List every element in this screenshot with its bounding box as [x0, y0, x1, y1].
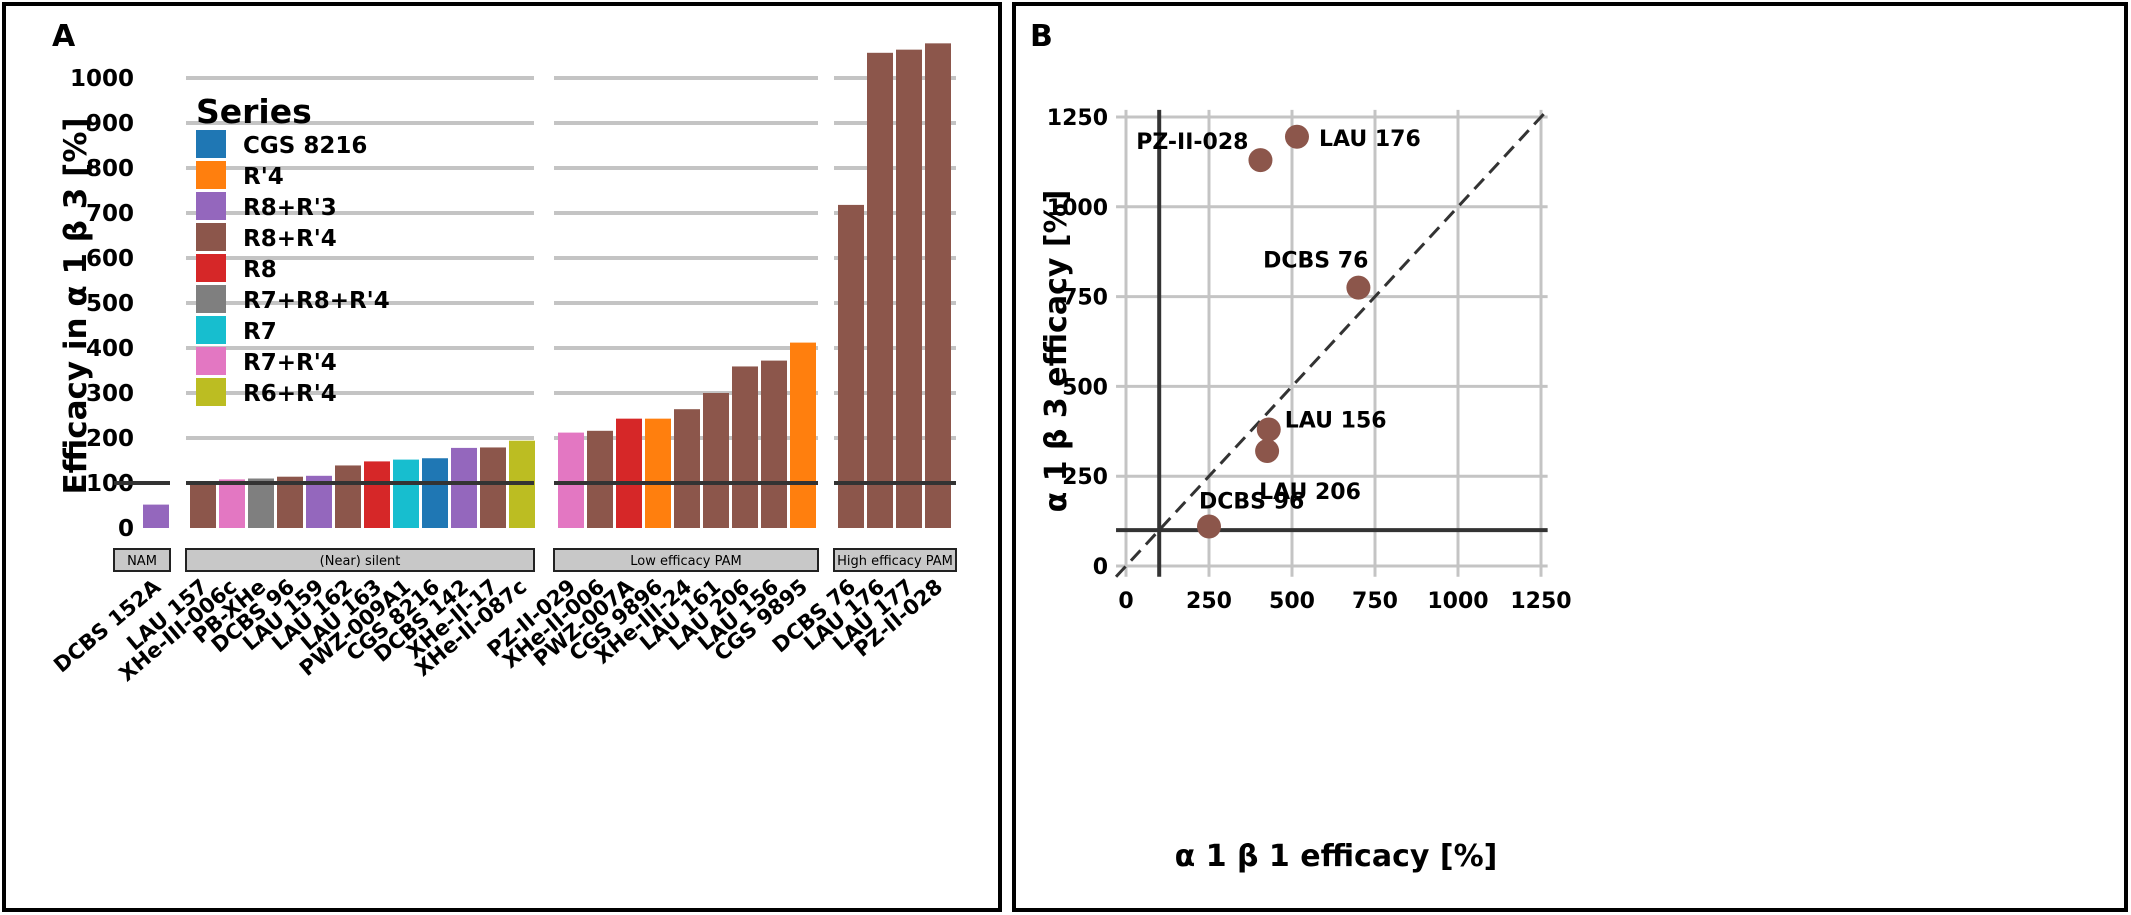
group-box [553, 548, 819, 572]
legend-swatch [196, 254, 226, 282]
group-label: NAM [127, 554, 157, 569]
legend-entry: R7+R'4 [243, 350, 337, 376]
legend-swatch [196, 192, 226, 220]
y-tick-label: 1000 [1047, 196, 1108, 221]
point-label: LAU 176 [1319, 127, 1421, 152]
panel-b: B 0 250 500 750 1000 1250 0 250 500 750 1000 1250 L… [1012, 2, 2128, 912]
diagonal-line [1114, 108, 1549, 578]
bar [335, 465, 361, 528]
legend-swatch [196, 223, 226, 251]
bar [277, 476, 303, 528]
bar [143, 504, 169, 528]
bar [867, 52, 893, 529]
y-tick-label: 500 [86, 291, 134, 317]
y-tick-label: 1000 [70, 66, 134, 92]
bar [674, 409, 700, 528]
panel-a-letter: A [52, 19, 76, 54]
group-label: High efficacy PAM [837, 554, 953, 569]
bar [925, 43, 951, 528]
legend-entry: R'4 [243, 164, 284, 190]
point-label: DCBS 96 [1199, 489, 1304, 514]
y-axis-label: α 1 β 3 efficacy [%] [1039, 190, 1074, 513]
y-tick-label: 750 [1062, 286, 1108, 311]
bar [587, 430, 613, 528]
bar [422, 458, 448, 528]
data-point [1197, 514, 1221, 539]
legend-title: Series [196, 92, 312, 131]
y-tick-label: 500 [1062, 375, 1108, 400]
y-tick-label: 200 [86, 426, 134, 452]
data-point [1256, 417, 1281, 442]
data-point [1284, 124, 1309, 149]
legend-swatch [196, 378, 226, 406]
bar [703, 393, 729, 528]
legend-entry: R8+R'3 [243, 195, 337, 221]
y-tick-label: 400 [86, 336, 134, 362]
bar [480, 447, 506, 528]
point-label: LAU 156 [1285, 409, 1387, 434]
group-box [113, 548, 171, 572]
bar [558, 432, 584, 528]
point-label: PZ-II-028 [1136, 130, 1248, 155]
legend-entry: R7 [243, 319, 277, 345]
y-tick-label: 900 [86, 111, 134, 137]
group-box [185, 548, 535, 572]
panel-a: A 0 100 200 300 400 500 600 700 800 900 1000 NAM (N… [2, 2, 1002, 912]
x-tick-label: 750 [1352, 589, 1398, 614]
bar [393, 459, 419, 528]
group-label: (Near) silent [320, 554, 401, 569]
bar [732, 366, 758, 528]
group-label: Low efficacy PAM [630, 554, 742, 569]
bar [451, 447, 477, 528]
y-tick-label: 250 [1062, 465, 1108, 490]
x-axis-label: α 1 β 1 efficacy [%] [1175, 839, 1498, 874]
legend-swatch [196, 161, 226, 189]
y-tick-label: 1250 [1047, 106, 1108, 131]
x-tick-label: 250 [1186, 589, 1232, 614]
y-tick-label: 0 [1093, 555, 1108, 580]
group-box [833, 548, 957, 572]
bar [896, 49, 922, 529]
y-tick-label: 600 [86, 246, 134, 272]
bar [219, 479, 245, 528]
data-point [1346, 275, 1371, 300]
bar [364, 461, 390, 528]
legend-entry: R7+R8+R'4 [243, 288, 390, 314]
y-tick-label: 800 [86, 156, 134, 182]
x-tick-label: 1250 [1510, 589, 1571, 614]
legend-swatch [196, 316, 226, 344]
y-tick-label: 300 [86, 381, 134, 407]
y-axis-label: Efficacy in α 1 β 3 [%] [58, 117, 94, 494]
legend-entry: R8+R'4 [243, 226, 337, 252]
scatter-chart: B 0 250 500 750 1000 1250 0 250 500 750 1000 1250 L… [1030, 19, 1572, 874]
legend-swatch [196, 347, 226, 375]
y-tick-label: 700 [86, 201, 134, 227]
legend-swatch [196, 285, 226, 313]
x-tick-label: 0 [1118, 589, 1133, 614]
panel-b-letter: B [1030, 19, 1053, 54]
x-tick-label: 1000 [1427, 589, 1488, 614]
legend-entry: CGS 8216 [243, 133, 367, 159]
bar [248, 478, 274, 528]
bar [616, 418, 642, 528]
y-tick-label: 0 [118, 516, 134, 542]
point-label: LAU 206 [1259, 480, 1361, 505]
data-point [1255, 439, 1280, 464]
bar [838, 204, 864, 528]
data-point [1248, 148, 1273, 173]
bar [761, 360, 787, 528]
x-tick-label: 500 [1269, 589, 1315, 614]
legend-swatch [196, 130, 226, 158]
bar [645, 418, 671, 528]
legend-entry: R8 [243, 257, 277, 283]
bar [790, 342, 816, 528]
legend-entry: R6+R'4 [243, 381, 337, 407]
bar [190, 481, 216, 528]
point-label: DCBS 76 [1263, 249, 1368, 274]
